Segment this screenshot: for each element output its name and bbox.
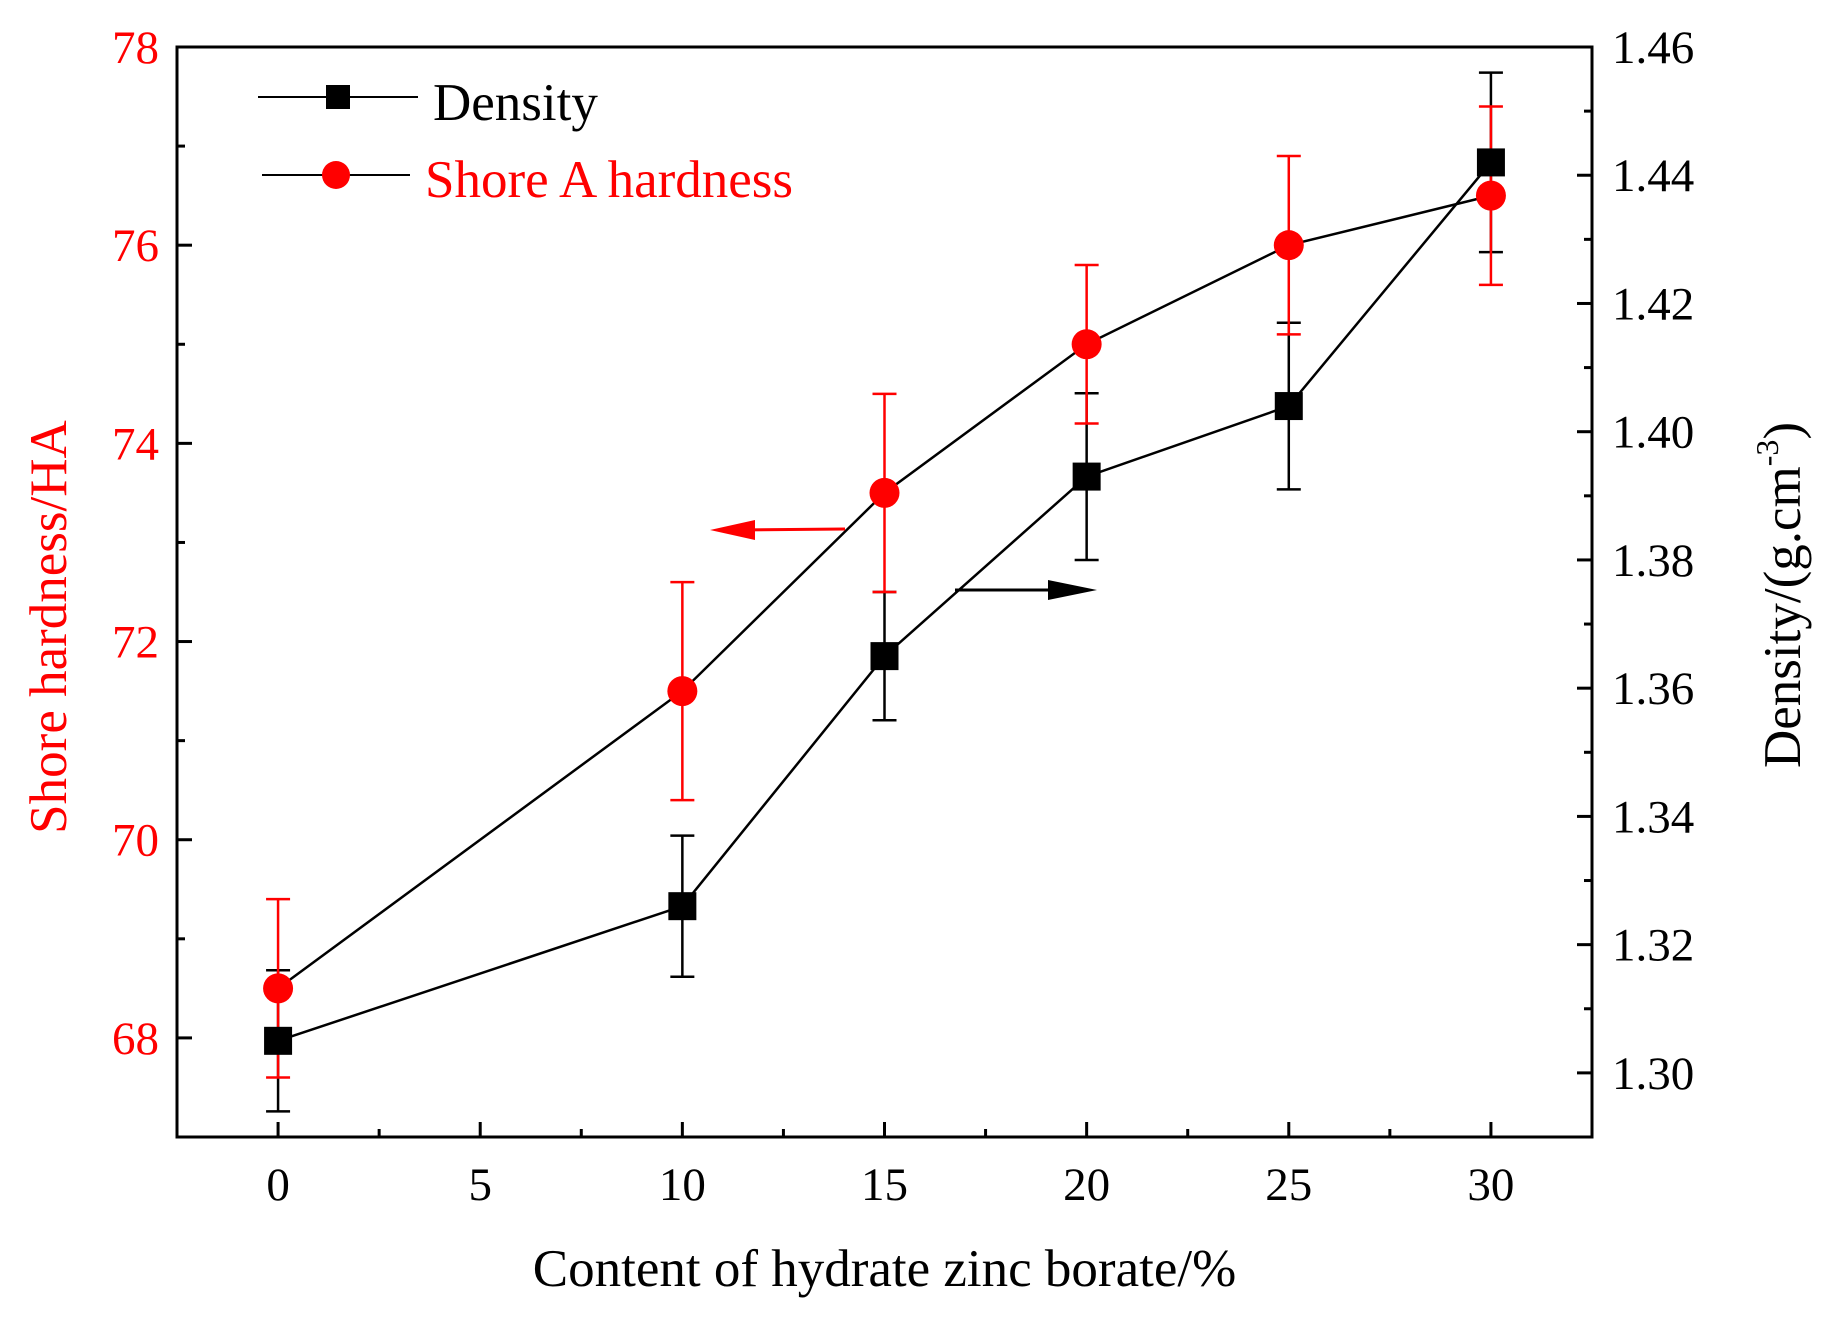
series-layer [263, 71, 1506, 1113]
x-tick-label: 20 [1063, 1159, 1110, 1211]
left-arrow [710, 520, 846, 540]
left-axis-title: Shore hardness/HA [20, 420, 78, 834]
y-left-tick-label: 68 [112, 1013, 159, 1065]
density-point [1072, 462, 1101, 491]
shore-a-hardness-line [277, 194, 1492, 990]
density-point [1274, 392, 1303, 421]
right-axis-title-superscript: -3 [1749, 440, 1785, 467]
left-axis-ticks: 68 70 72 74 76 78 [112, 22, 192, 1065]
shore-a-hardness-point [869, 477, 900, 508]
shore-a-hardness-point [1071, 329, 1102, 360]
y-left-tick-label: 78 [112, 22, 159, 74]
shore-a-hardness-point [1475, 180, 1506, 211]
right-axis-title: Density/(g.cm-3) [1749, 422, 1812, 768]
y-right-tick-label: 1.32 [1612, 920, 1694, 972]
density-point [1476, 148, 1505, 177]
y-right-tick-label: 1.38 [1612, 535, 1694, 587]
right-axis-title-close: ) [1754, 422, 1812, 440]
left-arrow-head [710, 520, 755, 540]
legend-density-marker [326, 85, 350, 109]
x-tick-label: 15 [861, 1159, 908, 1211]
x-tick-label: 5 [468, 1159, 492, 1211]
x-tick-label: 25 [1265, 1159, 1312, 1211]
shore-a-hardness-point [667, 676, 698, 707]
y-left-tick-label: 72 [112, 617, 159, 669]
density-point [668, 892, 697, 921]
shore-a-hardness-point [263, 973, 294, 1004]
y-right-tick-label: 1.40 [1612, 407, 1694, 459]
x-axis-title: Content of hydrate zinc borate/% [533, 1240, 1236, 1298]
y-right-tick-label: 1.36 [1612, 663, 1694, 715]
right-axis-ticks: 1.30 1.32 1.34 1.36 1.38 1.40 1.42 1.44 1.46 [1577, 22, 1694, 1100]
y-right-tick-label: 1.34 [1612, 791, 1694, 843]
y-right-tick-label: 1.42 [1612, 278, 1694, 330]
y-left-tick-label: 74 [112, 418, 159, 470]
legend-hardness-label: Shore A hardness [425, 151, 793, 209]
right-arrow [955, 580, 1097, 600]
x-axis-ticks: 0 5 10 15 20 25 30 [266, 1122, 1514, 1211]
y-right-tick-label: 1.46 [1612, 22, 1694, 74]
legend-item-hardness: Shore A hardness [262, 151, 793, 209]
y-right-tick-label: 1.44 [1612, 150, 1694, 202]
x-tick-label: 30 [1467, 1159, 1514, 1211]
shore-a-hardness-point [1273, 230, 1304, 261]
x-tick-label: 0 [266, 1159, 290, 1211]
right-axis-title-main: Density/(g.cm [1754, 466, 1812, 768]
legend-hardness-marker [322, 161, 350, 189]
legend-item-density: Density [258, 74, 598, 132]
density-point [264, 1026, 293, 1055]
y-left-tick-label: 76 [112, 220, 159, 272]
density-point [870, 642, 899, 671]
legend: Density Shore A hardness [258, 74, 793, 209]
right-arrow-head [1048, 580, 1097, 600]
y-left-tick-label: 70 [112, 815, 159, 867]
y-right-tick-label: 1.30 [1612, 1048, 1694, 1100]
legend-density-label: Density [433, 74, 598, 132]
density-line [277, 161, 1492, 1043]
x-tick-label: 10 [659, 1159, 706, 1211]
